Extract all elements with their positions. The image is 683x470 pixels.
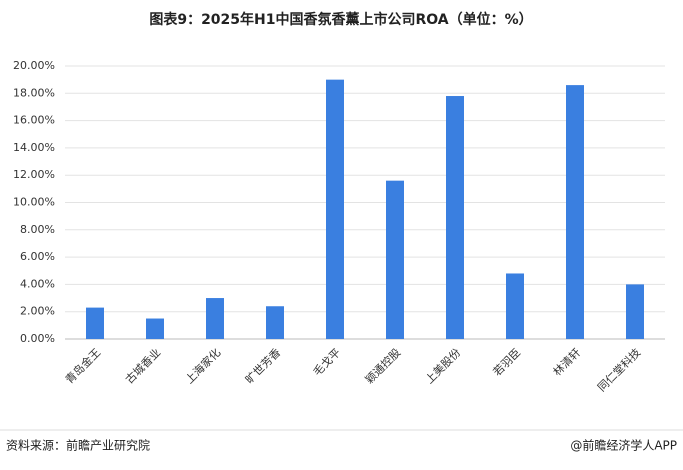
source-note: 资料来源：前瞻产业研究院 [6, 438, 150, 453]
y-tick-label: 4.00% [20, 277, 55, 290]
bar [566, 85, 584, 339]
x-tick-label: 林清轩 [550, 345, 583, 378]
x-tick-label: 毛戈平 [311, 346, 344, 379]
y-tick-label: 10.00% [13, 196, 55, 209]
x-tick-label: 同仁堂科技 [594, 345, 643, 394]
chart-title: 图表9：2025年H1中国香氛香薰上市公司ROA（单位：%） [149, 11, 532, 28]
y-tick-label: 0.00% [20, 332, 55, 345]
y-tick-label: 18.00% [13, 86, 55, 99]
x-tick-label: 若羽臣 [491, 346, 524, 379]
x-tick-label: 旷世芳香 [242, 345, 283, 386]
bar [506, 273, 524, 339]
y-tick-label: 20.00% [13, 59, 55, 72]
bar [446, 96, 464, 339]
y-tick-label: 6.00% [20, 250, 55, 263]
bar [326, 79, 344, 340]
bar [626, 284, 644, 339]
x-tick-label: 青岛金王 [62, 345, 103, 386]
x-tick-label: 古城香业 [123, 346, 163, 386]
y-tick-label: 12.00% [13, 168, 55, 181]
y-tick-label: 8.00% [20, 223, 55, 236]
x-tick-label: 上海家化 [182, 345, 223, 386]
bar [386, 180, 404, 339]
bar [146, 318, 164, 339]
y-tick-label: 14.00% [13, 141, 55, 154]
x-tick-label: 上美股份 [423, 346, 463, 386]
y-tick-label: 16.00% [13, 114, 55, 127]
bar [86, 307, 104, 339]
bar [266, 306, 284, 339]
credit-note: @前瞻经济学人APP [570, 438, 677, 453]
bar [206, 298, 224, 339]
y-tick-label: 2.00% [20, 305, 55, 318]
x-tick-label: 颖通控股 [362, 345, 403, 386]
